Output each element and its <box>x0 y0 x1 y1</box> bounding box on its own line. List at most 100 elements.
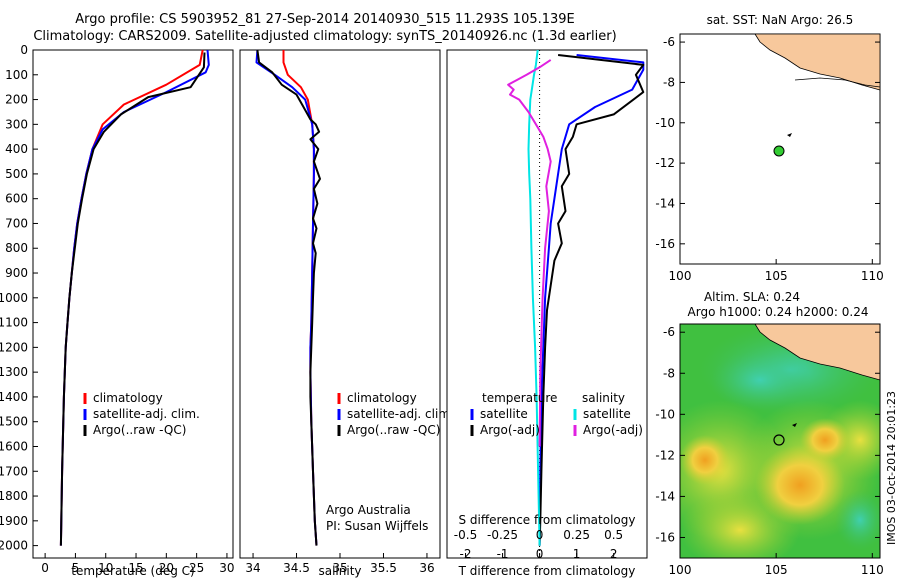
series-line-salinity-satellite <box>527 49 541 546</box>
map-lon-label: 110 <box>861 563 884 577</box>
salinity-plot-frame <box>239 49 441 559</box>
temperature-tick-label: 30 <box>219 561 234 575</box>
salinity-tick-label: 35 <box>332 561 347 575</box>
map-lat-label: -14 <box>655 489 675 503</box>
diff-s-tick-label: 0 <box>536 528 544 542</box>
diff-s-tick-label: 0.5 <box>604 528 623 542</box>
series-line-argo-raw-qc- <box>59 52 206 546</box>
depth-tick-label: 1000 <box>0 291 28 305</box>
temperature-tick-label: 20 <box>159 561 174 575</box>
map-lat-label: -12 <box>655 156 675 170</box>
legend-label: climatology <box>93 391 163 405</box>
argo-australia-label: Argo Australia <box>326 503 411 517</box>
java-landmass <box>754 33 881 91</box>
map-lat-label: -16 <box>655 237 675 251</box>
figure-title-line2: Climatology: CARS2009. Satellite-adjuste… <box>33 29 617 44</box>
map-lat-label: -10 <box>655 116 675 130</box>
argo-float-marker-lower <box>773 434 785 446</box>
map-lon-label: 100 <box>669 269 692 283</box>
series-line-temperature-argo-adj- <box>538 54 645 546</box>
diff-t-tick-label: -1 <box>497 547 509 561</box>
t-difference-label: T difference from climatology <box>458 564 636 578</box>
depth-tick-label: 1300 <box>0 365 28 379</box>
sst-map-panel: sat. SST: NaN Argo: 26.5 -6 -8 -10 -12 -14 -1… <box>655 13 883 283</box>
coastline-contour <box>794 77 881 88</box>
map-lon-label: 105 <box>765 563 788 577</box>
depth-tick-label: 2000 <box>0 539 28 553</box>
sla-map-title-line1: Altim. SLA: 0.24 <box>704 290 800 304</box>
diff-t-tick-label: 1 <box>573 547 581 561</box>
temperature-panel: 0100200300400500600700800900100011001200… <box>0 43 452 578</box>
map-lat-label: -12 <box>655 448 675 462</box>
temperature-plot-frame <box>32 49 234 559</box>
salinity-xlabel: salinity <box>318 564 361 578</box>
diff-t-tick-label: 0 <box>536 547 544 561</box>
legend-label: satellite-adj. clim. <box>93 407 200 421</box>
sla-map-frame <box>679 323 881 559</box>
map-lat-label: -10 <box>655 407 675 421</box>
depth-tick-label: 300 <box>5 117 28 131</box>
series-line-temperature-satellite <box>538 54 645 546</box>
diff-s-tick-label: -0.5 <box>454 528 477 542</box>
argo-float-marker <box>773 145 785 157</box>
depth-tick-label: 1200 <box>0 340 28 354</box>
depth-tick-label: 1100 <box>0 316 28 330</box>
diff-t-tick-label: -2 <box>460 547 472 561</box>
salinity-tick-label: 36 <box>419 561 434 575</box>
legend-label: Argo(..raw -QC) <box>347 423 440 437</box>
map-lon-label: 110 <box>861 269 884 283</box>
depth-tick-label: 700 <box>5 216 28 230</box>
legend-label: Argo(-adj) <box>480 423 540 437</box>
temperature-tick-label: 10 <box>98 561 113 575</box>
s-difference-label: S difference from climatology <box>459 513 636 527</box>
map-lat-label: -8 <box>663 366 675 380</box>
legend-label: climatology <box>347 391 417 405</box>
depth-tick-label: 1400 <box>0 390 28 404</box>
legend-label: Argo(-adj) <box>583 423 643 437</box>
legend-label: satellite <box>583 407 631 421</box>
diff-t-tick-label: 2 <box>610 547 618 561</box>
temperature-tick-label: 5 <box>72 561 80 575</box>
difference-panel: -2 -1 0 1 2 -0.5 -0.25 0 0.25 0.5 S difference fr… <box>446 49 648 578</box>
salinity-tick-label: 34.5 <box>283 561 310 575</box>
legend-salinity-title: salinity <box>582 391 625 405</box>
map-lon-label: 100 <box>669 563 692 577</box>
depth-tick-label: 1700 <box>0 464 28 478</box>
depth-tick-label: 500 <box>5 167 28 181</box>
pi-name-label: PI: Susan Wijffels <box>326 519 428 533</box>
imos-timestamp: IMOS 03-Oct-2014 20:01:23 <box>885 391 898 545</box>
sst-map-title: sat. SST: NaN Argo: 26.5 <box>707 13 854 27</box>
legend-label: Argo(..raw -QC) <box>93 423 186 437</box>
legend-temperature-title: temperature <box>482 391 557 405</box>
christmas-island-lower <box>792 423 797 427</box>
depth-tick-label: 400 <box>5 142 28 156</box>
legend-label: satellite <box>480 407 528 421</box>
temperature-tick-label: 25 <box>189 561 204 575</box>
temperature-xlabel: temperature (deg C) <box>71 564 194 578</box>
map-lat-label: -16 <box>655 530 675 544</box>
depth-tick-label: 1500 <box>0 415 28 429</box>
depth-tick-label: 1800 <box>0 489 28 503</box>
map-lat-label: -8 <box>663 75 675 89</box>
diff-s-tick-label: -0.25 <box>487 528 518 542</box>
sla-map-title-line2: Argo h1000: 0.24 h2000: 0.24 <box>688 305 869 319</box>
map-lon-label: 105 <box>765 269 788 283</box>
salinity-tick-label: 34 <box>245 561 260 575</box>
depth-tick-label: 200 <box>5 93 28 107</box>
depth-tick-label: 800 <box>5 241 28 255</box>
legend-label: satellite-adj. clim. <box>347 407 454 421</box>
depth-tick-label: 1900 <box>0 514 28 528</box>
temperature-tick-label: 0 <box>41 561 49 575</box>
salinity-tick-label: 35.5 <box>370 561 397 575</box>
figure-title-line1: Argo profile: CS 5903952_81 27-Sep-2014 … <box>75 12 575 27</box>
map-lat-label: -6 <box>663 325 675 339</box>
depth-tick-label: 900 <box>5 266 28 280</box>
series-line-argo-raw-qc- <box>256 49 321 546</box>
temperature-tick-label: 15 <box>128 561 143 575</box>
depth-tick-label: 1600 <box>0 439 28 453</box>
depth-tick-label: 100 <box>5 68 28 82</box>
map-lat-label: -6 <box>663 35 675 49</box>
series-line-salinity-argo-adj- <box>507 59 552 447</box>
christmas-island <box>787 133 792 137</box>
